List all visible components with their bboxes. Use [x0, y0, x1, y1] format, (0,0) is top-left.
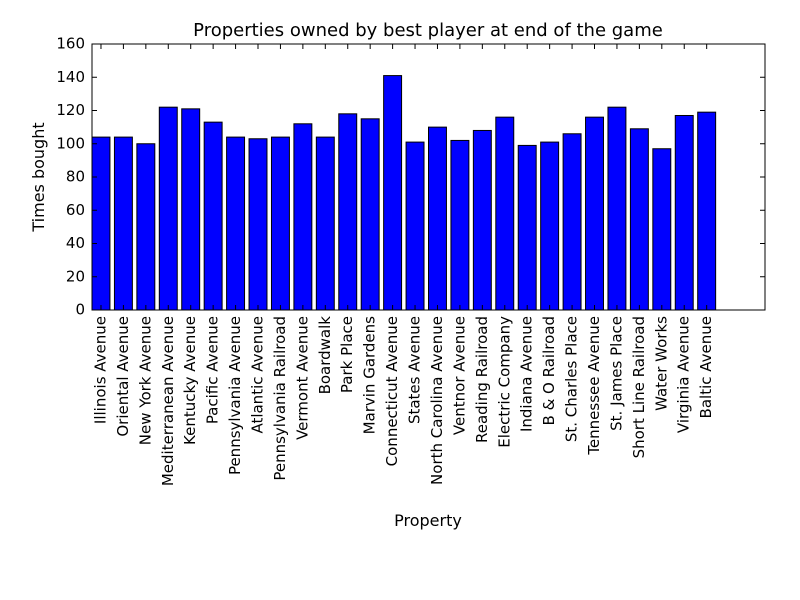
x-tick-label: Tennessee Avenue: [585, 316, 603, 456]
bar-18: [472, 129, 492, 311]
x-tick-label: Pennsylvania Avenue: [226, 316, 244, 475]
x-tick-label: Water Works: [652, 316, 670, 411]
x-tick-label: Vermont Avenue: [293, 316, 311, 440]
bar-19: [495, 116, 515, 311]
chart-title: Properties owned by best player at end o…: [193, 20, 663, 41]
bar-13: [360, 118, 380, 311]
x-tick-label: Reading Railroad: [473, 316, 491, 443]
x-tick-label: Connecticut Avenue: [383, 316, 401, 466]
bar-27: [674, 114, 694, 311]
x-tick-label: Park Place: [338, 316, 356, 393]
y-tick-label: 0: [75, 301, 85, 319]
bars-layer: [91, 75, 717, 311]
x-ticks-layer: Illinois Avenue Oriental Avenue New York A…: [91, 44, 715, 486]
y-tick-label: 40: [66, 234, 85, 252]
bar-21: [540, 141, 560, 311]
x-tick-label: Atlantic Avenue: [249, 316, 267, 434]
x-tick-label: States Avenue: [406, 316, 424, 424]
x-tick-label: Marvin Gardens: [361, 316, 379, 435]
bar-16: [428, 126, 447, 311]
x-tick-label: Illinois Avenue: [91, 316, 109, 424]
bar-10: [293, 123, 313, 311]
x-tick-label: Pacific Avenue: [204, 316, 222, 424]
bar-3: [136, 143, 156, 311]
bar-15: [405, 141, 425, 311]
bar-9: [270, 136, 290, 311]
x-axis-label: Property: [394, 511, 462, 530]
y-tick-label: 80: [66, 168, 85, 186]
x-tick-label: Mediterranean Avenue: [159, 316, 177, 486]
x-tick-label: Ventnor Avenue: [450, 316, 468, 435]
y-tick-label: 140: [56, 68, 85, 86]
x-tick-label: Pennsylvania Railroad: [271, 316, 289, 481]
y-axis-label: Times bought: [29, 122, 48, 232]
bar-14: [383, 75, 403, 311]
bar-11: [315, 136, 335, 311]
bar-26: [652, 148, 672, 311]
bar-20: [517, 144, 537, 311]
y-tick-label: 20: [66, 267, 85, 285]
x-tick-label: B & O Railroad: [540, 316, 558, 425]
bar-2: [113, 136, 133, 311]
x-tick-label: North Carolina Avenue: [428, 316, 446, 485]
bar-12: [338, 113, 358, 311]
bar-24: [607, 106, 627, 311]
bar-8: [248, 138, 268, 311]
x-tick-label: Baltic Avenue: [697, 316, 715, 418]
x-tick-label: New York Avenue: [136, 316, 154, 445]
x-tick-label: Indiana Avenue: [518, 316, 536, 432]
x-tick-label: Short Line Railroad: [630, 316, 648, 458]
x-tick-label: Virginia Avenue: [675, 316, 693, 433]
bar-28: [697, 111, 717, 311]
bar-6: [203, 121, 223, 311]
x-tick-label: Kentucky Avenue: [181, 316, 199, 445]
y-tick-label: 100: [56, 134, 85, 152]
bar-25: [629, 128, 649, 311]
y-ticks-layer: 0 20 40 60 80 100 120 140 160: [56, 35, 765, 319]
bar-5: [181, 108, 201, 311]
y-tick-label: 60: [66, 201, 85, 219]
x-tick-label: St. James Place: [607, 316, 625, 431]
x-tick-label: Oriental Avenue: [114, 316, 132, 437]
x-tick-label: Electric Company: [495, 316, 513, 448]
bar-23: [585, 116, 604, 311]
bar-22: [562, 133, 582, 311]
y-tick-label: 120: [56, 101, 85, 119]
x-tick-label: Boardwalk: [316, 316, 334, 395]
bar-1: [91, 136, 111, 311]
y-tick-label: 160: [56, 35, 85, 53]
bar-7: [226, 136, 246, 311]
bar-4: [158, 106, 178, 311]
x-tick-label: St. Charles Place: [563, 316, 581, 442]
bar-17: [450, 139, 470, 311]
